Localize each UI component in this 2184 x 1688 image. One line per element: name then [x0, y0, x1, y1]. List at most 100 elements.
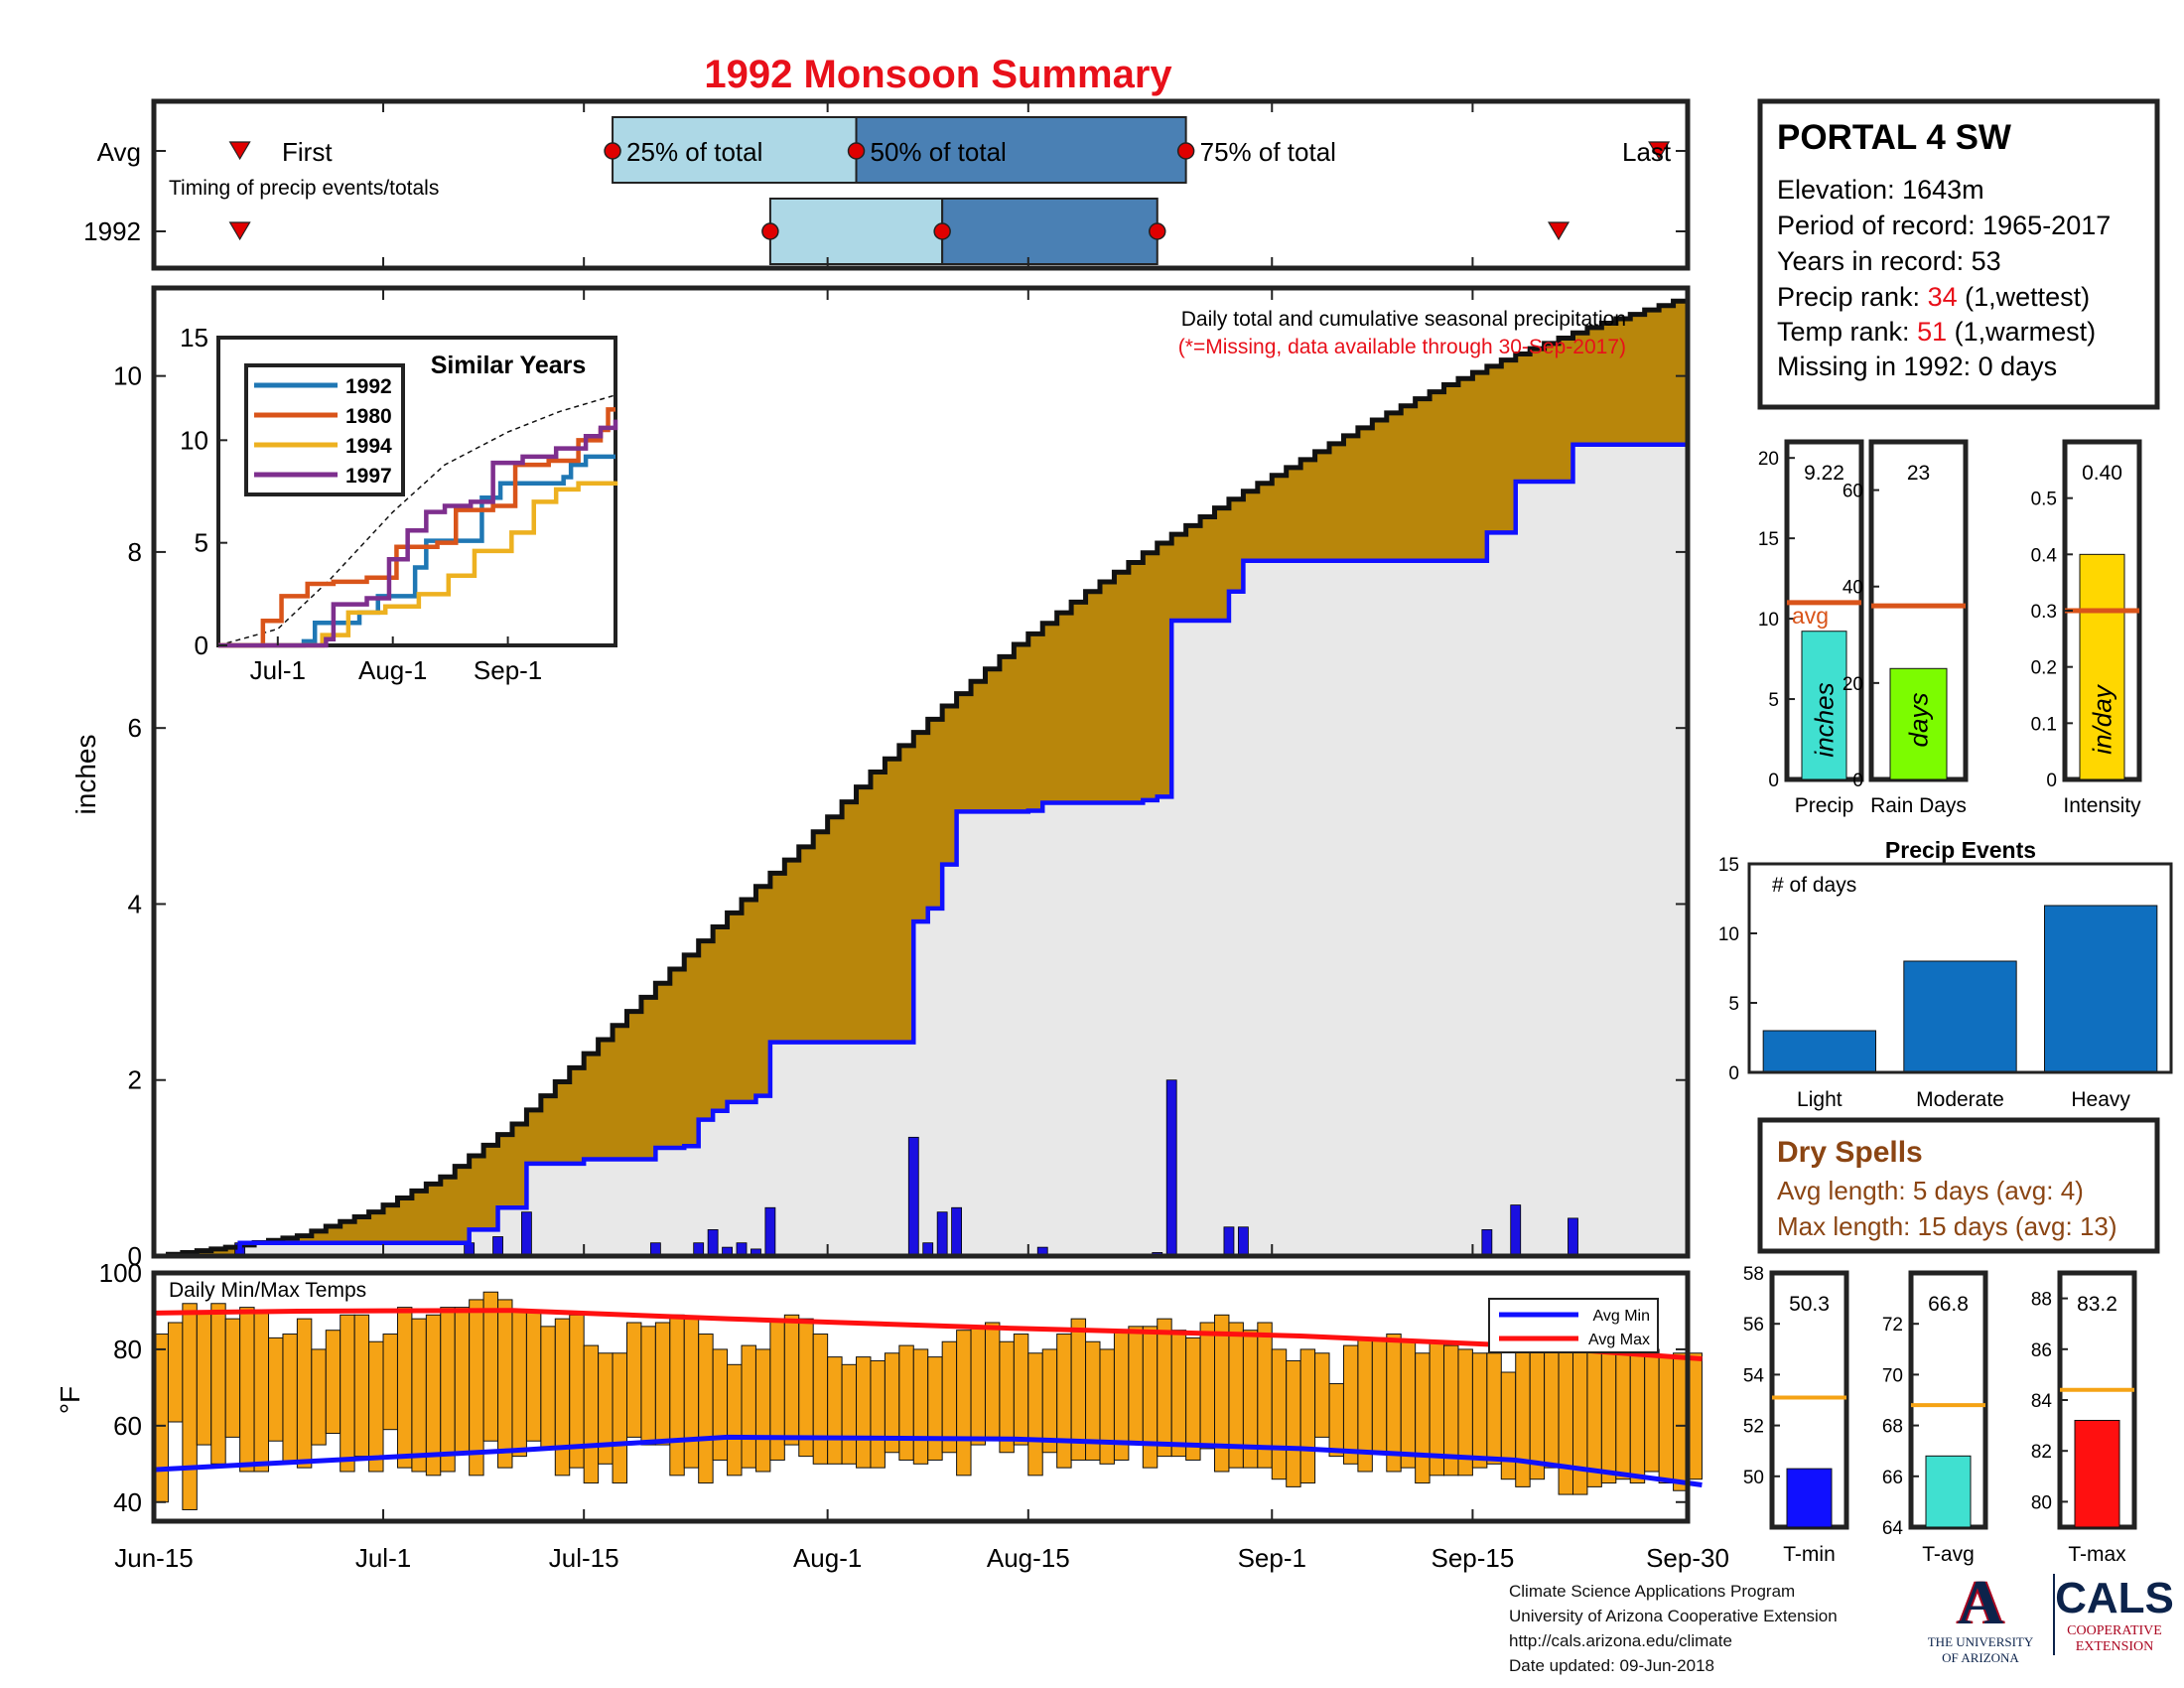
daily-temp-range-bar [1486, 1352, 1502, 1465]
daily-temp-range-bar [1515, 1348, 1531, 1487]
temp-summary-ytick-label: 56 [1743, 1315, 1764, 1336]
timing-p75-label: 75% of total [1200, 137, 1336, 167]
daily-temp-range-bar [482, 1291, 499, 1442]
daily-temp-range-bar [1544, 1344, 1560, 1469]
small-panel-ytick-label: 0.3 [2031, 602, 2057, 623]
date-axis: Jun-15 Jul-1 Jul-15 Aug-1 Aug-15 Sep-1 Sep-15 S… [114, 1509, 1729, 1573]
daily-temp-range-bar [454, 1307, 471, 1454]
temp-summary-ytick-label: 68 [1882, 1417, 1903, 1438]
timing-row-avg: Avg [97, 137, 141, 167]
avg-min-line [153, 1434, 1703, 1487]
daily-temp-range-bar [827, 1356, 843, 1465]
legend-label-1980: 1980 [345, 405, 392, 428]
daily-temp-range-bar [1056, 1334, 1072, 1469]
timing-dot-marker [604, 142, 621, 160]
avg-above-year-area [154, 296, 1688, 1256]
similar-years-plot: 0 5 10 15 Jul-1 Aug-1 Sep-1 [180, 323, 618, 685]
temp-summary-value: 66.8 [1928, 1293, 1969, 1316]
temp-summary-ytick-label: 84 [2031, 1391, 2053, 1412]
main-ytick-label: 6 [128, 713, 142, 743]
inset-xtick-label: Jul-1 [250, 655, 306, 685]
daily-temp-range-bar [1099, 1348, 1115, 1465]
small-panel-ytick-label: 20 [1758, 449, 1779, 470]
precip-events-plot: Light Moderate Heavy 0 5 10 15 [1718, 855, 2158, 1111]
small-panel-value: 9.22 [1804, 462, 1844, 485]
daily-temp-range-bar [1199, 1322, 1216, 1450]
temps-ylabel: °F [55, 1386, 85, 1414]
daily-temp-range-bar [1271, 1348, 1288, 1480]
timing-row-year: 1992 [83, 216, 141, 246]
daily-temp-range-bar [1041, 1348, 1058, 1454]
daily-temp-range-bar [1342, 1344, 1359, 1465]
precip-events-ytick-label: 5 [1728, 994, 1739, 1015]
similar-year-line-1980 [218, 407, 615, 648]
timing-panel: 25% of total 50% of total 75% of total Avg… [83, 98, 1691, 271]
dry-spells-max: Max length: 15 days (avg: 13) [1777, 1211, 2117, 1241]
main-precip-panel: 0 2 4 6 8 10 inches Daily total and cumulativ… [70, 285, 1691, 1271]
similar-year-line-1992 [218, 454, 615, 648]
temps-legend: Avg Min Avg Max [1488, 1298, 1659, 1353]
small-panel-ytick-label: 60 [1843, 482, 1863, 502]
date-xtick-label: Jun-15 [114, 1543, 194, 1573]
small-panel-unit: inches [1810, 682, 1840, 757]
small-panel-bar-Precip [1801, 631, 1847, 780]
temp-summary-bar-T-max [2074, 1419, 2120, 1528]
daily-precip-bar [1223, 1226, 1235, 1257]
daily-temp-range-bar [970, 1326, 986, 1446]
station-name: PORTAL 4 SW [1777, 118, 2011, 157]
daily-temp-range-bar [727, 1363, 743, 1477]
temps-ytick-label: 40 [113, 1487, 142, 1517]
small-panel-ytick-label: 15 [1758, 529, 1779, 550]
daily-temp-range-bar [1400, 1340, 1417, 1469]
temp-summary-category: T-avg [1922, 1543, 1975, 1566]
daily-temp-range-bar [1314, 1352, 1330, 1438]
station-missing: Missing in 1992: 0 days [1777, 352, 2057, 381]
temps-plot-area: 40 60 80 100 [99, 1258, 1703, 1517]
date-xtick-label: Jul-1 [355, 1543, 411, 1573]
daily-precip-bar [951, 1206, 962, 1257]
daily-temp-range-bar [268, 1336, 284, 1442]
ua-line1: THE UNIVERSITY [1927, 1634, 2034, 1649]
daily-temp-range-bar [296, 1318, 313, 1469]
dry-spells-box: Dry Spells Avg length: 5 days (avg: 4) M… [1757, 1117, 2160, 1254]
small-panel-unit: in/day [2088, 683, 2117, 754]
small-panel-ytick-label: 5 [1768, 690, 1779, 711]
daily-temp-range-bar [912, 1348, 929, 1465]
footer-date: Date updated: 09-Jun-2018 [1509, 1656, 1714, 1675]
timing-p50-label: 50% of total [871, 137, 1007, 167]
temp-summary-category: T-max [2068, 1543, 2126, 1566]
inset-ytick-label: 5 [195, 528, 208, 558]
small-panel-avg-label: avg [1792, 603, 1829, 629]
footer-url[interactable]: http://cals.arizona.edu/climate [1509, 1631, 1732, 1650]
daily-temp-range-bar [411, 1318, 427, 1473]
daily-temp-range-bar [625, 1322, 642, 1438]
legend-label-1994: 1994 [345, 435, 392, 458]
temp-summary-ytick-label: 88 [2031, 1290, 2052, 1311]
daily-temp-range-bar [525, 1310, 542, 1442]
daily-temp-range-bar [1013, 1334, 1029, 1446]
daily-temp-range-bar [440, 1307, 456, 1473]
timing-dot-marker [933, 222, 951, 240]
temp-summary-ytick-label: 70 [1882, 1365, 1903, 1386]
small-panel-ytick-label: 0.2 [2031, 658, 2057, 679]
temps-title: Daily Min/Max Temps [169, 1279, 366, 1302]
daily-precip-bar [492, 1236, 503, 1257]
daily-temp-range-bar [1328, 1383, 1344, 1458]
similar-years-title: Similar Years [431, 352, 587, 379]
similar-year-line-1997 [218, 419, 618, 648]
timing-p25-label: 25% of total [626, 137, 762, 167]
daily-temp-range-bar [1371, 1336, 1388, 1454]
daily-temp-range-bar [1615, 1340, 1631, 1480]
daily-temp-range-bar [841, 1363, 858, 1465]
small-panel-bar-Rain Days [1889, 667, 1948, 780]
cals-line1: COOPERATIVE [2067, 1623, 2162, 1638]
small-panel-ytick-label: 10 [1758, 610, 1779, 631]
daily-temp-range-bar [898, 1344, 914, 1461]
temp-summary-ytick-label: 50 [1743, 1468, 1764, 1488]
main-ytick-label: 10 [113, 361, 142, 391]
inset-xtick-label: Aug-1 [358, 655, 427, 685]
dry-spells-title: Dry Spells [1777, 1136, 1923, 1169]
daily-precip-bar [1165, 1079, 1177, 1257]
year-cumulative-fill [154, 444, 1688, 1257]
temp-summary-panels: 50.3 T-min 50 52 54 56 58 66.8 T-avg 64 66 68 70 72 83… [1743, 1264, 2137, 1566]
